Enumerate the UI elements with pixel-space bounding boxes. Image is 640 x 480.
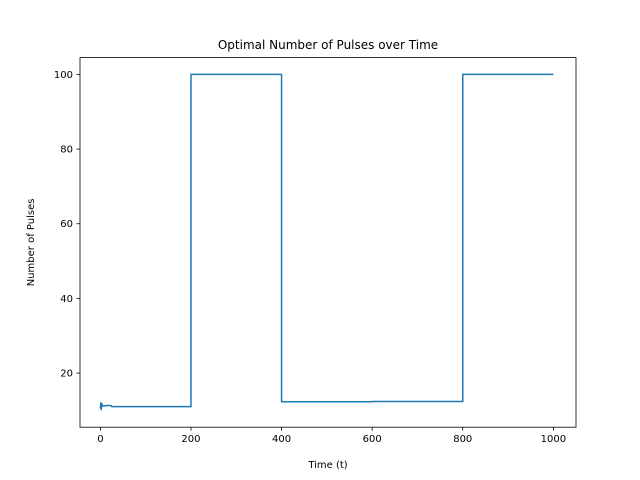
y-tick-label: 100 (54, 70, 73, 81)
plot-area (99, 73, 554, 411)
y-tick-label: 20 (60, 369, 73, 380)
x-axis-label: Time (t) (307, 460, 347, 471)
y-tick-label: 60 (60, 219, 73, 230)
axes-frame (79, 57, 577, 428)
chart-title: Optimal Number of Pulses over Time (218, 38, 438, 52)
series-line-0 (99, 73, 554, 411)
x-tick-label: 1000 (541, 434, 566, 445)
x-tick-label: 400 (272, 434, 291, 445)
y-tick-label: 40 (60, 294, 73, 305)
x-tick-label: 800 (453, 434, 472, 445)
x-tick-label: 0 (97, 434, 103, 445)
y-tick-label: 80 (60, 145, 73, 156)
x-tick-label: 600 (363, 434, 382, 445)
axis-ticks: 0 200 400 600 800 1000 20 40 60 80 100 (54, 70, 566, 445)
y-axis-label: Number of Pulses (26, 199, 37, 287)
x-tick-label: 200 (181, 434, 200, 445)
